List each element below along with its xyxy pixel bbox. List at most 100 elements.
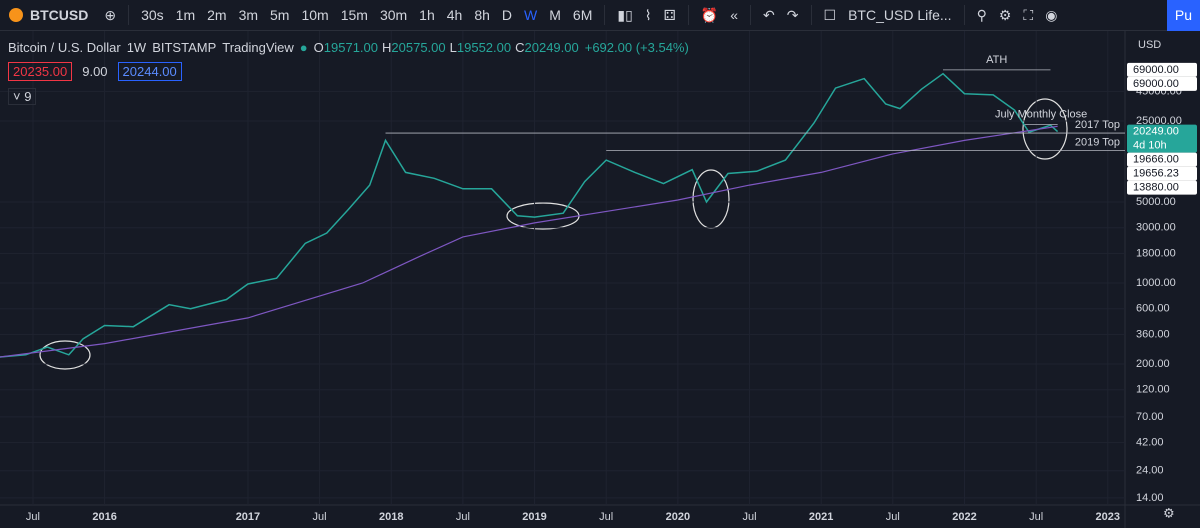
undo-button[interactable]: ↶	[763, 6, 775, 23]
ohlc-key: H	[382, 40, 392, 55]
ohlc-key: O	[313, 40, 324, 55]
snapshot-button[interactable]: ◉	[1045, 6, 1058, 23]
spread: 9.00	[82, 64, 108, 79]
annotation-label: July Monthly Close	[995, 108, 1087, 120]
interval-button[interactable]: 8h	[474, 7, 490, 23]
indicator-toggle[interactable]: ˅ 9	[8, 88, 37, 105]
fullscreen-button[interactable]: ⛶	[1023, 6, 1034, 23]
y-tick-label: 200.00	[1136, 358, 1170, 370]
separator	[750, 5, 752, 25]
interval-button[interactable]: W	[524, 7, 538, 23]
interval-button[interactable]: 3m	[238, 7, 259, 23]
y-tick-label: 360.00	[1136, 328, 1170, 340]
interval-button[interactable]: 30m	[379, 7, 408, 23]
price-label-box	[1127, 166, 1197, 181]
layout-name[interactable]: BTC_USD Life...	[848, 7, 952, 23]
toolbar: BTCUSD ⊕ 30s 1m 2m 3m 5m 10m 15m 30m 1h 4h 8h D W M 6M…	[0, 0, 1200, 31]
price-label: 69000.00	[1133, 78, 1179, 90]
interval-button[interactable]: 1h	[419, 7, 435, 23]
y-tick-label: 42.00	[1136, 436, 1164, 448]
price-line	[0, 125, 1058, 358]
chart: USD ⚙ 45000.0025000.005000.003000.001800…	[0, 31, 1200, 528]
annotation-label: 2019 Top	[1075, 137, 1120, 149]
highlight-ellipse	[1022, 98, 1068, 160]
chart-background	[0, 31, 1200, 528]
separator	[963, 5, 965, 25]
interval-button[interactable]: 10m	[301, 7, 329, 23]
price-label-box	[1127, 62, 1197, 77]
price-label-box	[1127, 152, 1197, 167]
source: TradingView	[222, 40, 294, 55]
compare-button[interactable]: ⊕	[104, 6, 117, 23]
interval-button[interactable]: 15m	[340, 7, 368, 23]
separator	[128, 5, 130, 25]
publish-button[interactable]: Pu	[1166, 0, 1200, 31]
symbol-button[interactable]: BTCUSD	[0, 7, 98, 23]
y-tick-label: 1000.00	[1136, 277, 1176, 289]
ohlc-key: L	[449, 40, 457, 55]
separator	[687, 5, 689, 25]
interval-button[interactable]: 1m	[175, 7, 196, 23]
ohlc-value: 19552.00	[456, 40, 512, 55]
price-label-box	[1127, 180, 1197, 195]
x-tick-label: 2017	[236, 511, 260, 523]
settings-icon[interactable]: ⚙	[1163, 505, 1175, 520]
exchange: BITSTAMP	[152, 40, 217, 55]
search-button[interactable]: ⚲	[976, 6, 987, 23]
ohlc-value: 19571.00	[323, 40, 379, 55]
symbol: BTCUSD	[30, 7, 89, 23]
price-label-box	[1127, 76, 1197, 91]
ohlc-item: O19571.00	[314, 40, 378, 55]
alert-button[interactable]: ⏰	[700, 6, 719, 23]
buy-price[interactable]: 20244.00	[117, 62, 182, 81]
y-tick-label: 25000.00	[1136, 115, 1182, 127]
ohlc-item: C20249.00	[515, 40, 579, 55]
y-tick-label: 14.00	[1136, 492, 1164, 504]
sell-price[interactable]: 20235.00	[8, 62, 73, 81]
ohlc: O19571.00 H20575.00 L19552.00 C20249.00	[314, 40, 579, 55]
y-tick-label: 120.00	[1136, 384, 1170, 396]
separator	[604, 5, 606, 25]
interval-button[interactable]: 6M	[572, 7, 593, 23]
intervals: 30s 1m 2m 3m 5m 10m 15m 30m 1h 4h 8h D W M 6M	[135, 7, 598, 23]
interval-button[interactable]: 2m	[207, 7, 227, 23]
x-tick-label: Jul	[599, 511, 613, 523]
templates-button[interactable]: ⚃	[663, 6, 676, 23]
x-tick-label: 2021	[809, 511, 833, 523]
indicators-button[interactable]: ⌇	[644, 6, 652, 23]
interval-button[interactable]: 30s	[141, 7, 164, 23]
trade-boxes: 20235.00 9.00 20244.00	[8, 62, 182, 81]
pair-name: Bitcoin / U.S. Dollar	[8, 40, 121, 55]
interval-button[interactable]: D	[501, 7, 513, 23]
ohlc-key: C	[515, 40, 525, 55]
separator	[810, 5, 812, 25]
settings-button[interactable]: ⚙	[998, 6, 1012, 23]
status-dot: ●	[299, 40, 308, 55]
interval-button[interactable]: 4h	[446, 7, 463, 23]
interval: 1W	[126, 40, 147, 55]
x-tick-label: 2023	[1096, 511, 1120, 523]
indicator-count: 9	[24, 89, 32, 104]
y-tick-label: 1800.00	[1136, 247, 1176, 259]
layout-button[interactable]: ☐	[823, 6, 837, 23]
interval-button[interactable]: 5m	[270, 7, 290, 23]
x-tick-label: 2016	[92, 511, 116, 523]
currency-label: USD	[1138, 39, 1161, 51]
annotation-label: 2017 Top	[1075, 119, 1120, 131]
chart-type-button[interactable]: ▮▯	[617, 6, 633, 23]
replay-button[interactable]: «	[730, 7, 739, 23]
redo-button[interactable]: ↷	[786, 6, 799, 23]
interval-button[interactable]: M	[549, 7, 561, 23]
x-tick-label: 2019	[522, 511, 546, 523]
y-tick-label: 3000.00	[1136, 222, 1176, 234]
price-label: 69000.00	[1133, 64, 1179, 76]
y-tick-label: 5000.00	[1136, 196, 1176, 208]
ohlc-item: L19552.00	[450, 40, 511, 55]
annotation-label: ATH	[986, 54, 1007, 66]
y-tick-label: 70.00	[1136, 411, 1164, 423]
price-line	[0, 72, 1059, 358]
countdown: 4d 10h	[1133, 139, 1167, 151]
price-label: 19656.23	[1133, 167, 1179, 179]
x-tick-label: Jul	[886, 511, 900, 523]
